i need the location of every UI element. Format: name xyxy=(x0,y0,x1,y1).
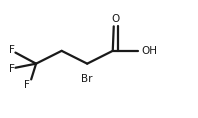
Text: F: F xyxy=(24,80,30,90)
Text: F: F xyxy=(9,45,14,55)
Text: Br: Br xyxy=(81,74,93,84)
Text: F: F xyxy=(9,64,14,74)
Text: OH: OH xyxy=(141,46,157,56)
Text: O: O xyxy=(111,14,119,24)
